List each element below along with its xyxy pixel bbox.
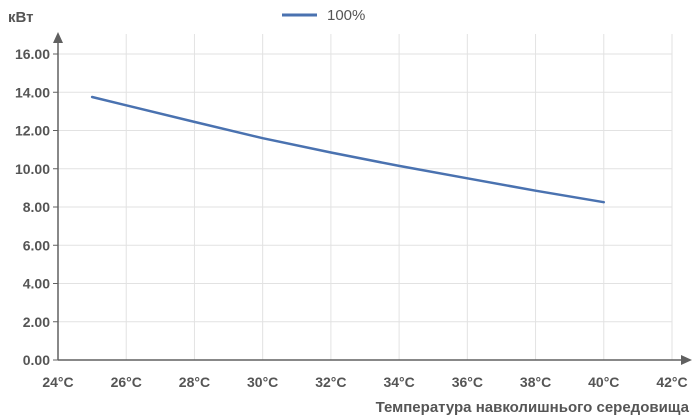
- x-tick-label-9: 42°C: [656, 374, 687, 390]
- grid-lines: [58, 34, 673, 360]
- y-tick-label-6: 12.00: [15, 123, 50, 139]
- y-tick-label-7: 14.00: [15, 84, 50, 100]
- y-tick-label-8: 16.00: [15, 46, 50, 62]
- y-tick-label-5: 10.00: [15, 161, 50, 177]
- x-tick-label-7: 38°C: [520, 374, 551, 390]
- x-tick-label-8: 40°C: [588, 374, 619, 390]
- y-tick-labels: 0.00 2.00 4.00 6.00 8.00 10.00 12.00 14.00 16.00: [15, 46, 50, 368]
- x-tick-label-2: 28°C: [179, 374, 210, 390]
- x-tick-label-1: 26°C: [111, 374, 142, 390]
- x-tick-label-0: 24°C: [42, 374, 73, 390]
- x-axis-arrow: [681, 355, 692, 365]
- legend: 100%: [282, 7, 365, 24]
- x-tick-labels: 24°C 26°C 28°C 30°C 32°C 34°C 36°C 38°C 40°C 42°C: [42, 374, 687, 390]
- y-tick-label-4: 8.00: [23, 199, 50, 215]
- y-axis-label: кВт: [8, 9, 34, 26]
- y-tick-label-3: 6.00: [23, 237, 50, 253]
- x-tick-label-4: 32°C: [315, 374, 346, 390]
- series-line-0: [90, 95, 606, 204]
- y-tick-label-1: 2.00: [23, 314, 50, 330]
- x-axis-label: Температура навколишнього середовища: [376, 399, 690, 416]
- x-tick-label-3: 30°C: [247, 374, 278, 390]
- y-tick-label-2: 4.00: [23, 276, 50, 292]
- axes: [53, 32, 692, 365]
- series-lines: [90, 95, 606, 204]
- y-axis-arrow: [53, 32, 63, 43]
- x-tick-label-6: 36°C: [452, 374, 483, 390]
- y-tick-label-0: 0.00: [23, 352, 50, 368]
- legend-label-100: 100%: [327, 7, 365, 24]
- x-tick-label-5: 34°C: [383, 374, 414, 390]
